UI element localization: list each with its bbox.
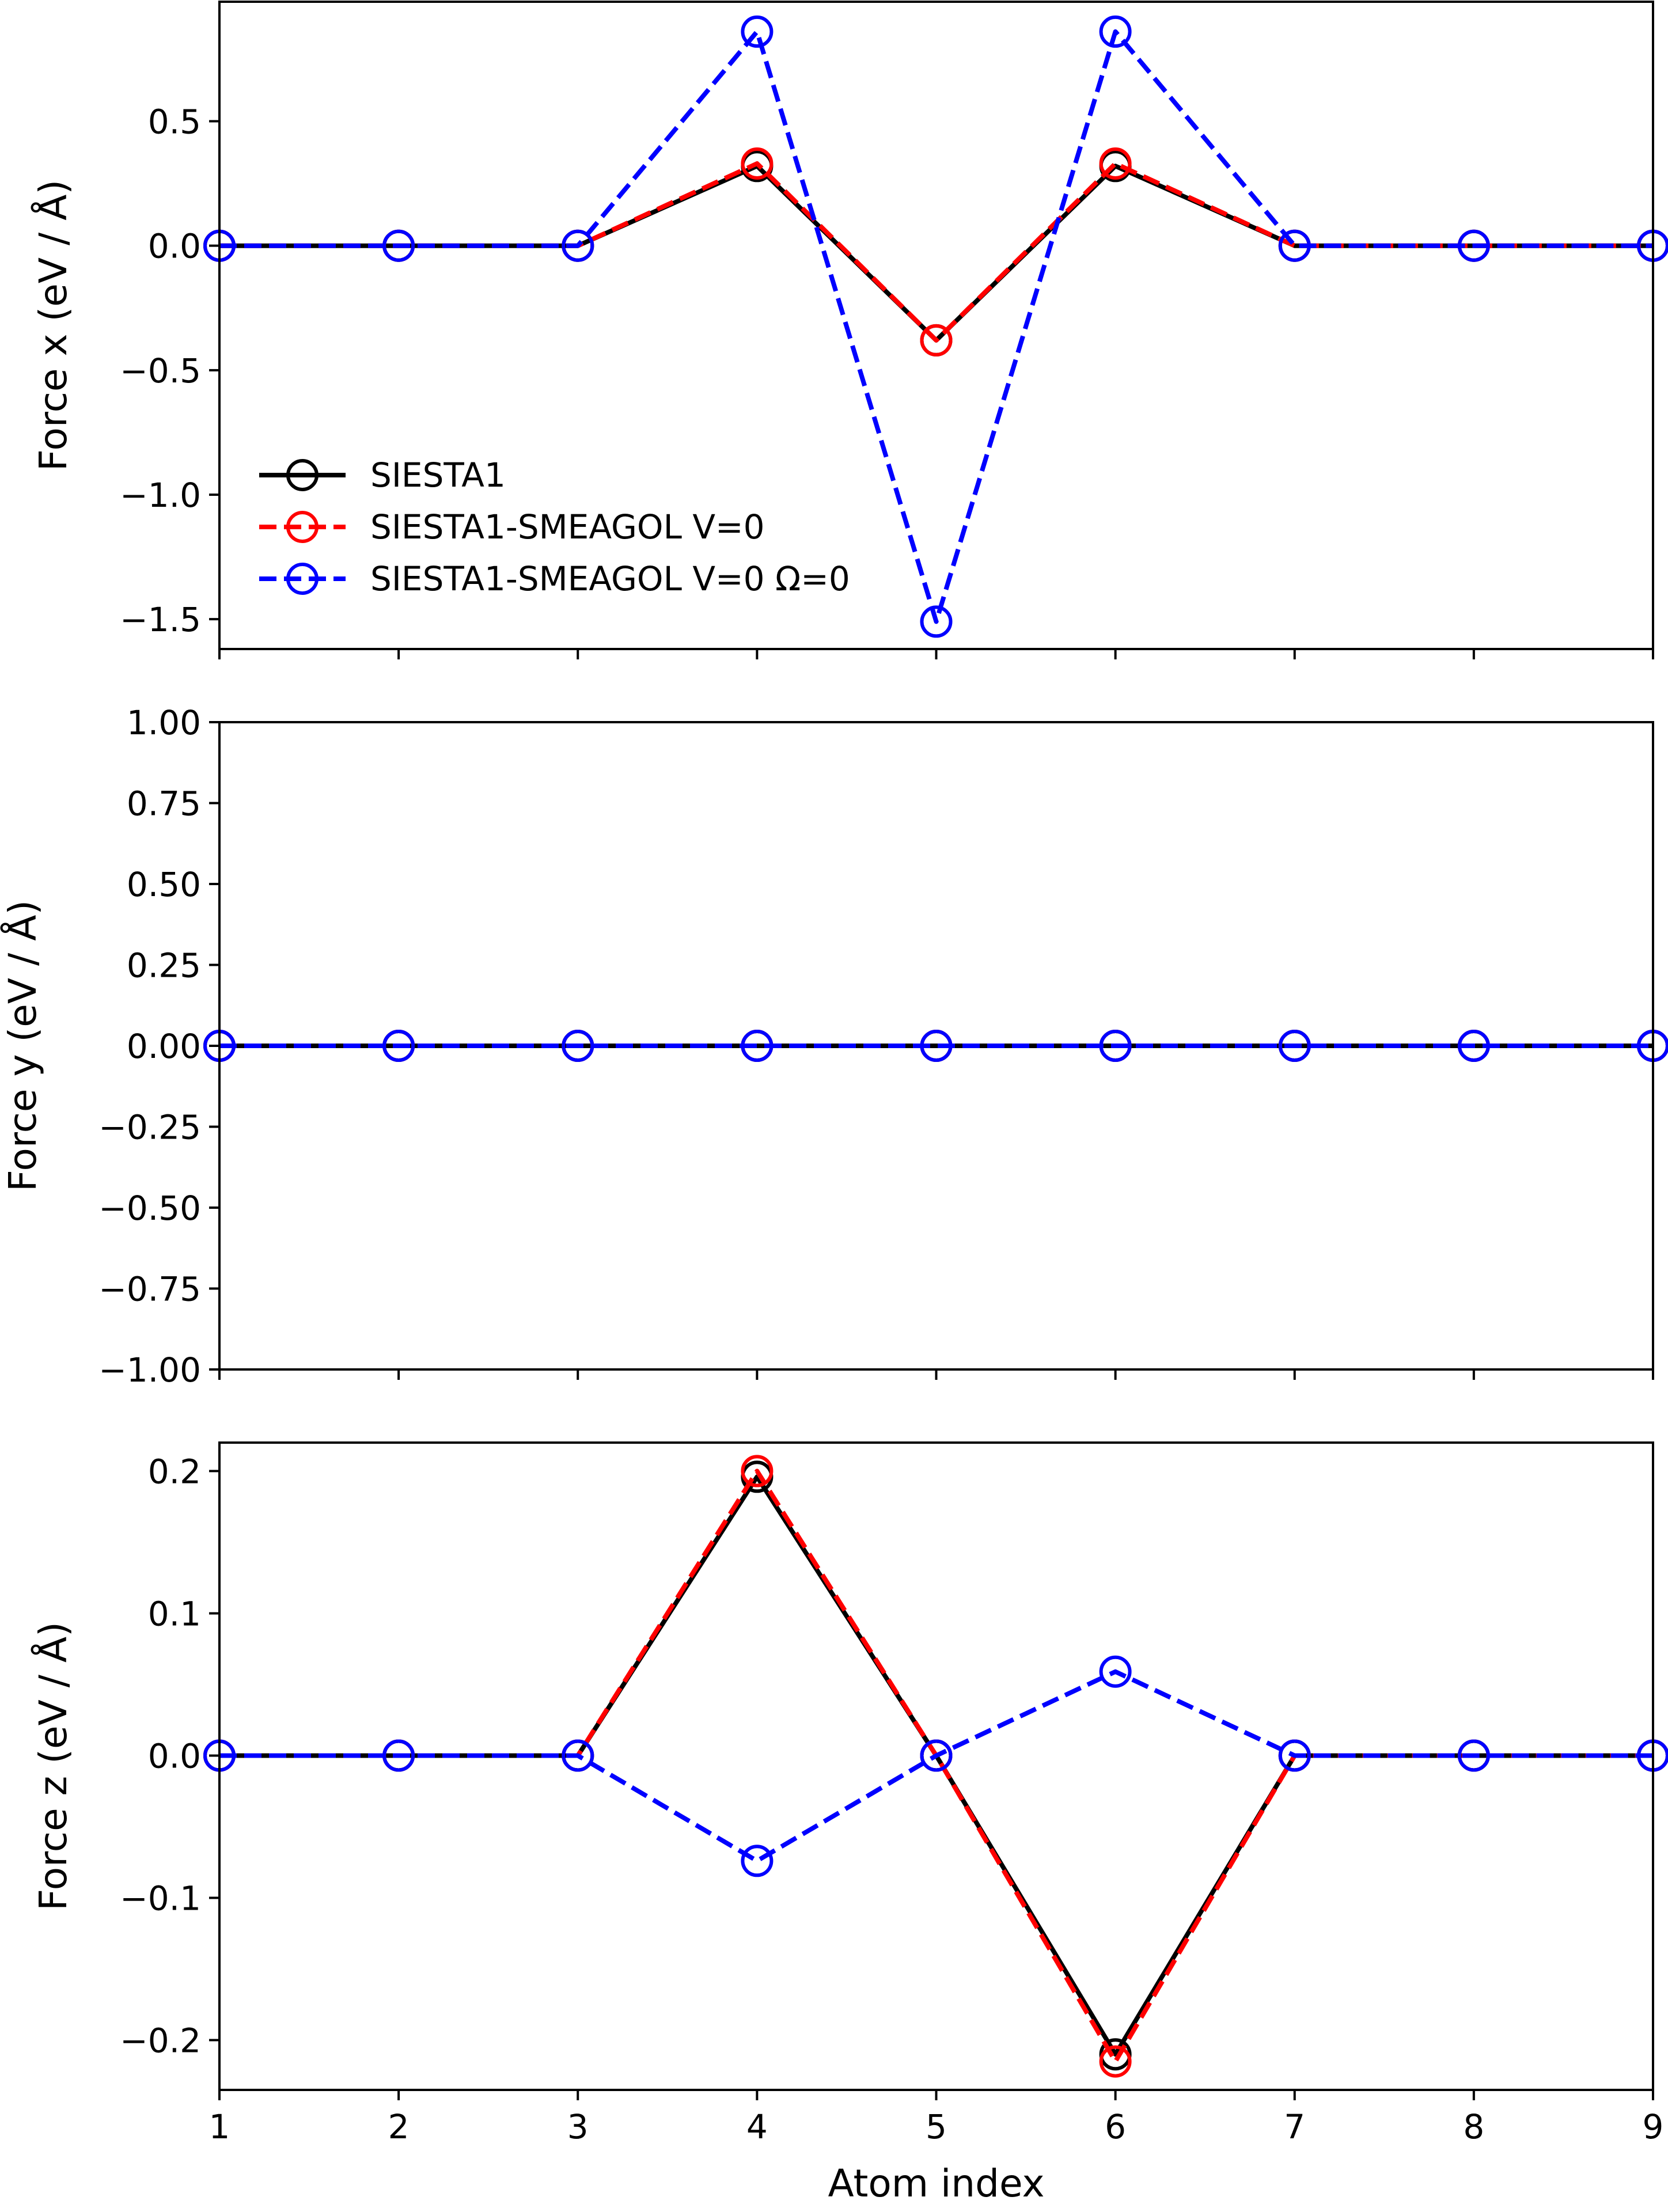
- y-tick-label: −1.0: [120, 476, 201, 515]
- force-y-data-point: [1278, 1030, 1311, 1062]
- y-tick-label: 0.00: [127, 1027, 201, 1066]
- force-x-series-2: [203, 15, 1668, 638]
- force-z-data-point: [741, 1455, 774, 1488]
- force-y-data-point: [1457, 1030, 1490, 1062]
- force-z-series-0: [203, 1460, 1668, 2071]
- force-z-panel: 1 2 3 4 5 6 7 8 9 −0.2 −0.1 0.0 0.1 0.2 Force z (eV / …: [31, 1441, 1668, 2206]
- x-tick-label: 4: [746, 2107, 768, 2146]
- force-x-data-point: [1278, 229, 1311, 262]
- y-tick-label: −1.00: [98, 1350, 201, 1390]
- force-z-series-line: [219, 1474, 1653, 2057]
- x-tick-label: 6: [1105, 2107, 1126, 2146]
- force-z-series-line: [219, 1469, 1653, 2064]
- force-z-data-point: [920, 1739, 953, 1772]
- y-axis-label: Force z (eV / Å): [31, 1622, 75, 1911]
- y-axis-label: Force y (eV / Å): [1, 900, 45, 1192]
- force-y-data-point: [1099, 1030, 1132, 1062]
- force-y-data-point: [920, 1030, 953, 1062]
- force-z-series-2: [203, 1655, 1668, 1877]
- force-x-data-point: [1099, 15, 1132, 48]
- x-tick-label: 7: [1284, 2107, 1305, 2146]
- y-tick-label: 0.25: [127, 946, 201, 985]
- force-x-data-point: [920, 605, 953, 638]
- force-x-series-line: [219, 29, 1653, 624]
- force-x-panel: −1.5 −1.0 −0.5 0.0 0.5 Force x (eV / Å) SIESTA…: [31, 1, 1668, 659]
- y-tick-label: −1.5: [120, 600, 201, 639]
- force-z-data-point: [562, 1739, 594, 1772]
- force-x-data-point: [1457, 229, 1490, 262]
- y-tick-label: 0.0: [148, 227, 201, 266]
- legend-entry-label: SIESTA1-SMEAGOL V=0 Ω=0: [370, 559, 850, 598]
- force-z-data-point: [1457, 1739, 1490, 1772]
- y-tick-label: −0.50: [98, 1189, 201, 1228]
- y-tick-label: 0.1: [148, 1594, 201, 1633]
- legend-marker: [286, 459, 319, 491]
- legend: SIESTA1 SIESTA1-SMEAGOL V=0 SIESTA1-SMEAGO…: [259, 456, 850, 598]
- y-axis-label: Force x (eV / Å): [31, 180, 75, 471]
- x-tick-label: 9: [1643, 2107, 1664, 2146]
- force-x-data-point: [741, 147, 774, 180]
- legend-marker: [286, 511, 319, 543]
- force-z-series-line: [219, 1669, 1653, 1864]
- force-x-data-point: [920, 324, 953, 356]
- legend-marker: [286, 563, 319, 595]
- force-z-axes-frame: [218, 1441, 1654, 2091]
- legend-entry-label: SIESTA1-SMEAGOL V=0: [370, 507, 765, 547]
- force-x-series-line: [219, 164, 1653, 343]
- x-tick-label: 2: [388, 2107, 410, 2146]
- force-x-data-point: [382, 229, 415, 262]
- force-z-data-point: [1099, 1655, 1132, 1688]
- y-tick-label: −0.75: [98, 1270, 201, 1309]
- force-x-data-point: [741, 15, 774, 48]
- force-y-data-point: [741, 1030, 774, 1062]
- force-z-data-point: [382, 1739, 415, 1772]
- force-z-series-1: [203, 1455, 1668, 2078]
- x-tick-label: 5: [926, 2107, 947, 2146]
- y-tick-label: −0.1: [120, 1879, 201, 1918]
- y-tick-label: 0.0: [148, 1736, 201, 1775]
- force-y-data-point: [562, 1030, 594, 1062]
- force-z-data-point: [1099, 2045, 1132, 2078]
- y-tick-label: −0.5: [120, 351, 201, 390]
- force-z-data-point: [741, 1845, 774, 1877]
- y-tick-label: 0.50: [127, 865, 201, 904]
- y-tick-label: 1.00: [127, 703, 201, 742]
- y-tick-label: −0.25: [98, 1108, 201, 1147]
- legend-entry-label: SIESTA1: [370, 456, 506, 495]
- force-y-panel: −1.00 −0.75 −0.50 −0.25 0.00 0.25 0.50 0.75 1.00…: [1, 703, 1668, 1390]
- y-tick-label: 0.75: [127, 784, 201, 824]
- force-x-data-point: [562, 229, 594, 262]
- force-x-data-point: [1099, 147, 1132, 180]
- force-z-data-point: [1278, 1739, 1311, 1772]
- x-axis-label: Atom index: [828, 2161, 1044, 2206]
- y-tick-label: 0.5: [148, 103, 201, 142]
- force-x-series-line: [219, 161, 1653, 343]
- x-tick-label: 3: [567, 2107, 589, 2146]
- y-tick-label: 0.2: [148, 1452, 201, 1491]
- force-y-data-point: [382, 1030, 415, 1062]
- y-tick-label: −0.2: [120, 2021, 201, 2061]
- x-tick-label: 8: [1463, 2107, 1484, 2146]
- force-x-series-1: [203, 147, 1668, 356]
- x-tick-label: 1: [209, 2107, 230, 2146]
